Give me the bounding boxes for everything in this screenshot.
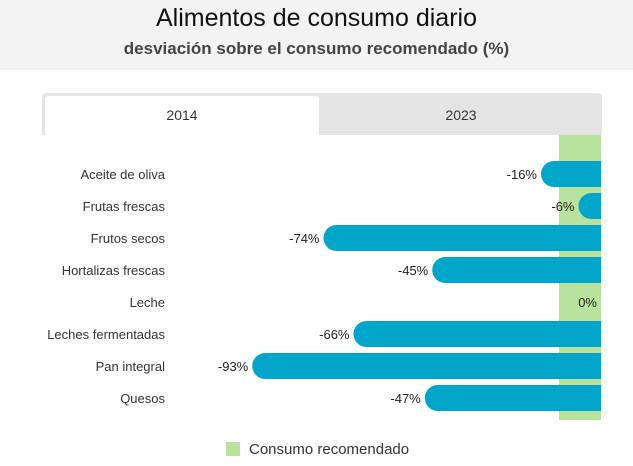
data-label: -6% <box>551 199 575 214</box>
bar <box>541 161 601 187</box>
bar <box>323 225 601 251</box>
category-label: Quesos <box>120 391 165 406</box>
bar <box>578 193 601 219</box>
data-label: -93% <box>218 359 249 374</box>
bar <box>432 257 601 283</box>
year-tab-bar: 2014 2023 <box>42 93 602 135</box>
chart-subtitle: desviación sobre el consumo recomendado … <box>123 39 510 58</box>
category-label: Frutos secos <box>91 231 166 246</box>
category-label: Leches fermentadas <box>47 327 165 342</box>
category-label: Aceite de oliva <box>80 167 165 182</box>
bar <box>424 385 601 411</box>
data-label: -66% <box>319 327 350 342</box>
data-label: -74% <box>289 231 320 246</box>
bar <box>353 321 601 347</box>
bar <box>252 353 601 379</box>
chart-legend[interactable]: Consumo recomendado <box>226 440 409 458</box>
category-label: Pan integral <box>96 359 165 374</box>
chart-panel: 2014 2023 <box>42 93 602 423</box>
data-label: -47% <box>390 391 421 406</box>
chart-header: Alimentos de consumo diario desviación s… <box>0 0 633 70</box>
chart-title: Alimentos de consumo diario <box>156 4 477 32</box>
category-label: Hortalizas frescas <box>62 263 166 278</box>
tab-2023[interactable]: 2023 <box>445 107 477 123</box>
tab-2014[interactable]: 2014 <box>45 96 319 135</box>
data-label: -16% <box>507 167 538 182</box>
legend-swatch-recommended <box>226 442 240 456</box>
data-label: -45% <box>398 263 429 278</box>
legend-label-recommended: Consumo recomendado <box>249 440 410 458</box>
category-label: Frutas frescas <box>83 199 166 214</box>
category-label: Leche <box>130 295 165 310</box>
data-label: 0% <box>578 295 597 310</box>
